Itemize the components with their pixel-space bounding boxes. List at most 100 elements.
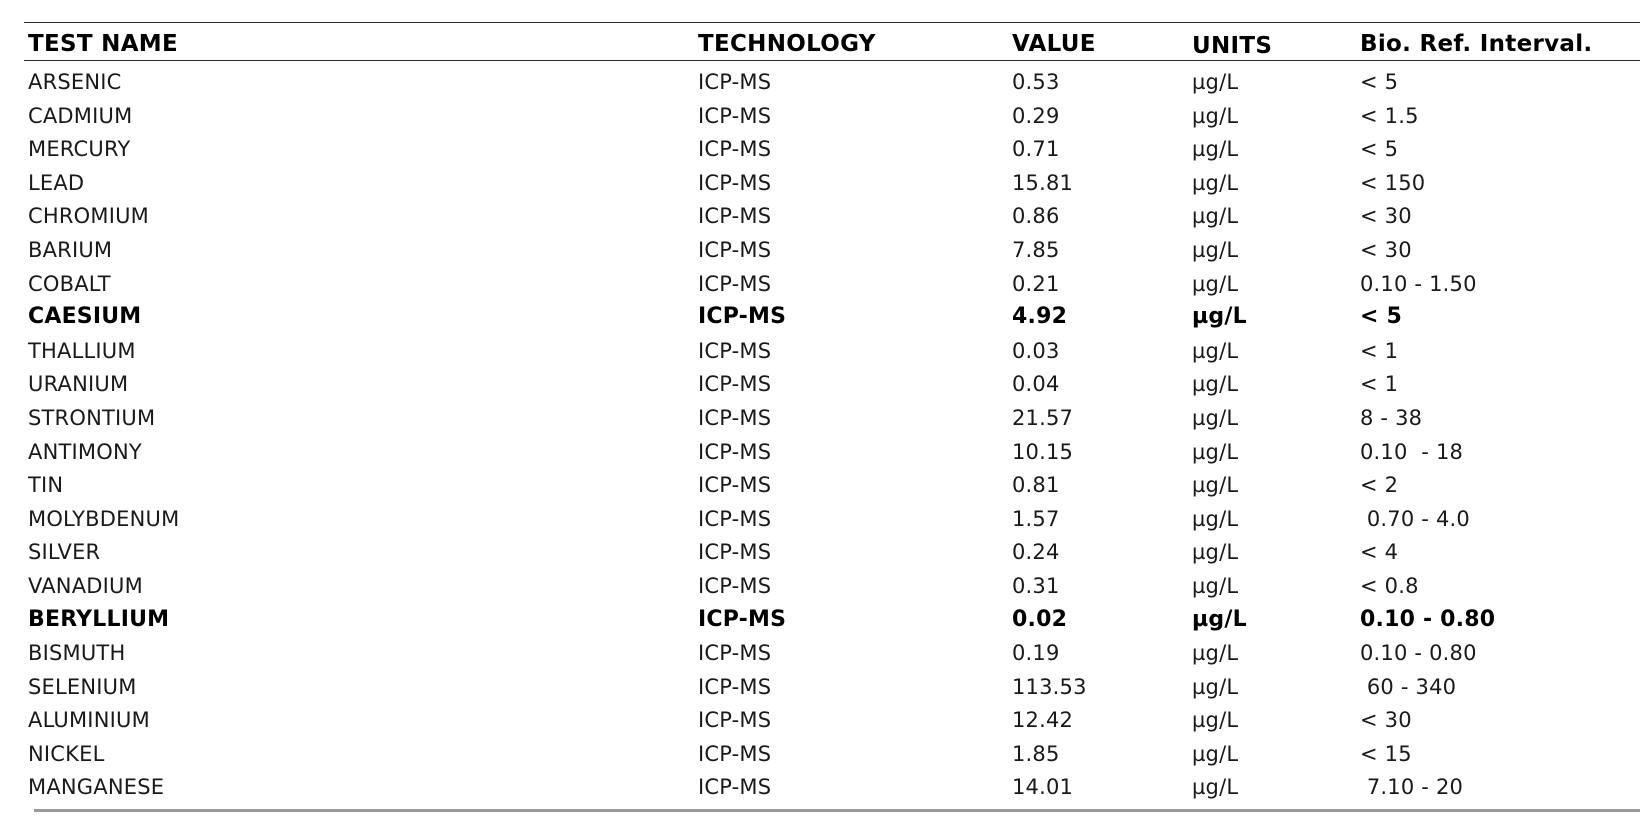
technology: ICP-MS	[698, 506, 772, 531]
technology: ICP-MS	[698, 405, 772, 430]
result-value: 0.03	[1012, 338, 1060, 363]
reference-interval: < 30	[1360, 204, 1412, 229]
units: µg/L	[1192, 304, 1247, 330]
table-header-row: TEST NAME TECHNOLOGY VALUE UNITS Bio. Re…	[24, 28, 1640, 60]
test-name: COBALT	[28, 271, 111, 296]
units: µg/L	[1192, 473, 1239, 498]
technology: ICP-MS	[698, 439, 772, 464]
test-name: BARIUM	[28, 237, 113, 262]
reference-interval: < 5	[1360, 70, 1399, 94]
technology: ICP-MS	[698, 137, 772, 162]
table-row: BERYLLIUM ICP-MS 0.02 µg/L 0.10 - 0.80	[24, 604, 1640, 638]
result-value: 7.85	[1012, 237, 1060, 262]
table-row: URANIUM ICP-MS 0.04 µg/L < 1	[24, 368, 1640, 402]
table-row: BARIUM ICP-MS 7.85 µg/L < 30	[24, 234, 1640, 268]
table-row: COBALT ICP-MS 0.21 µg/L 0.10 - 1.50	[24, 268, 1640, 302]
technology: ICP-MS	[698, 170, 772, 195]
test-name: ALUMINIUM	[28, 708, 150, 733]
reference-interval: < 0.8	[1360, 573, 1419, 598]
reference-interval: 0.70 - 4.0	[1360, 506, 1470, 531]
test-name: MERCURY	[28, 137, 131, 162]
table-row: THALLIUM ICP-MS 0.03 µg/L < 1	[24, 335, 1640, 369]
header-divider	[24, 60, 1640, 61]
technology: ICP-MS	[698, 641, 772, 666]
units: µg/L	[1192, 338, 1239, 363]
table-row: MANGANESE ICP-MS 14.01 µg/L 7.10 - 20	[24, 771, 1640, 805]
technology: ICP-MS	[698, 573, 772, 598]
header-units: UNITS	[1192, 33, 1273, 59]
reference-interval: < 5	[1360, 137, 1399, 162]
test-name: BISMUTH	[28, 641, 126, 666]
units: µg/L	[1192, 271, 1239, 296]
test-name: SILVER	[28, 540, 101, 565]
test-name: LEAD	[28, 170, 85, 195]
technology: ICP-MS	[698, 606, 787, 632]
technology: ICP-MS	[698, 204, 772, 229]
technology: ICP-MS	[698, 338, 772, 363]
reference-interval: 7.10 - 20	[1360, 775, 1464, 800]
reference-interval: < 1.5	[1360, 103, 1419, 128]
table-row: ALUMINIUM ICP-MS 12.42 µg/L < 30	[24, 704, 1640, 738]
test-name: ANTIMONY	[28, 439, 142, 464]
table-row: CAESIUM ICP-MS 4.92 µg/L < 5	[24, 301, 1640, 335]
test-name: TIN	[28, 473, 64, 498]
header-technology: TECHNOLOGY	[698, 31, 876, 57]
test-name: MOLYBDENUM	[28, 506, 180, 531]
test-name: CADMIUM	[28, 103, 133, 128]
technology: ICP-MS	[698, 540, 772, 565]
table-row: LEAD ICP-MS 15.81 µg/L < 150	[24, 167, 1640, 201]
header-bio-ref-interval: Bio. Ref. Interval.	[1360, 31, 1593, 57]
table-row: SILVER ICP-MS 0.24 µg/L < 4	[24, 536, 1640, 570]
result-value: 12.42	[1012, 708, 1074, 733]
test-name: MANGANESE	[28, 775, 165, 800]
table-row: CHROMIUM ICP-MS 0.86 µg/L < 30	[24, 200, 1640, 234]
units: µg/L	[1192, 204, 1239, 229]
units: µg/L	[1192, 708, 1239, 733]
result-value: 113.53	[1012, 674, 1087, 699]
test-name: NICKEL	[28, 741, 105, 766]
table-row: CADMIUM ICP-MS 0.29 µg/L < 1.5	[24, 100, 1640, 134]
units: µg/L	[1192, 606, 1247, 632]
technology: ICP-MS	[698, 304, 787, 330]
technology: ICP-MS	[698, 775, 772, 800]
table-row: SELENIUM ICP-MS 113.53 µg/L 60 - 340	[24, 671, 1640, 705]
units: µg/L	[1192, 103, 1239, 128]
technology: ICP-MS	[698, 708, 772, 733]
result-value: 10.15	[1012, 439, 1074, 464]
units: µg/L	[1192, 405, 1239, 430]
table-row: ARSENIC ICP-MS 0.53 µg/L < 5	[24, 66, 1640, 100]
result-value: 0.53	[1012, 70, 1060, 94]
table-row: STRONTIUM ICP-MS 21.57 µg/L 8 - 38	[24, 402, 1640, 436]
table-row: ANTIMONY ICP-MS 10.15 µg/L 0.10 - 18	[24, 436, 1640, 470]
units: µg/L	[1192, 506, 1239, 531]
table-row: VANADIUM ICP-MS 0.31 µg/L < 0.8	[24, 570, 1640, 604]
technology: ICP-MS	[698, 103, 772, 128]
reference-interval: < 30	[1360, 237, 1412, 262]
units: µg/L	[1192, 137, 1239, 162]
test-name: SELENIUM	[28, 674, 137, 699]
result-value: 4.92	[1012, 304, 1068, 330]
units: µg/L	[1192, 540, 1239, 565]
units: µg/L	[1192, 372, 1239, 397]
reference-interval: 60 - 340	[1360, 674, 1457, 699]
table-body: ARSENIC ICP-MS 0.53 µg/L < 5 CADMIUM ICP-MS 0.…	[24, 66, 1640, 805]
technology: ICP-MS	[698, 741, 772, 766]
table-top-divider	[24, 22, 1640, 23]
technology: ICP-MS	[698, 271, 772, 296]
result-value: 1.57	[1012, 506, 1060, 531]
table-row: MOLYBDENUM ICP-MS 1.57 µg/L 0.70 - 4.0	[24, 503, 1640, 537]
result-value: 0.31	[1012, 573, 1060, 598]
result-value: 21.57	[1012, 405, 1074, 430]
units: µg/L	[1192, 741, 1239, 766]
units: µg/L	[1192, 573, 1239, 598]
technology: ICP-MS	[698, 70, 772, 94]
reference-interval: 0.10 - 0.80	[1360, 641, 1477, 666]
reference-interval: 0.10 - 0.80	[1360, 606, 1496, 632]
reference-interval: 0.10 - 18	[1360, 439, 1464, 464]
result-value: 1.85	[1012, 741, 1060, 766]
table-row: MERCURY ICP-MS 0.71 µg/L < 5	[24, 133, 1640, 167]
units: µg/L	[1192, 775, 1239, 800]
technology: ICP-MS	[698, 237, 772, 262]
header-value: VALUE	[1012, 31, 1096, 57]
test-name: STRONTIUM	[28, 405, 156, 430]
